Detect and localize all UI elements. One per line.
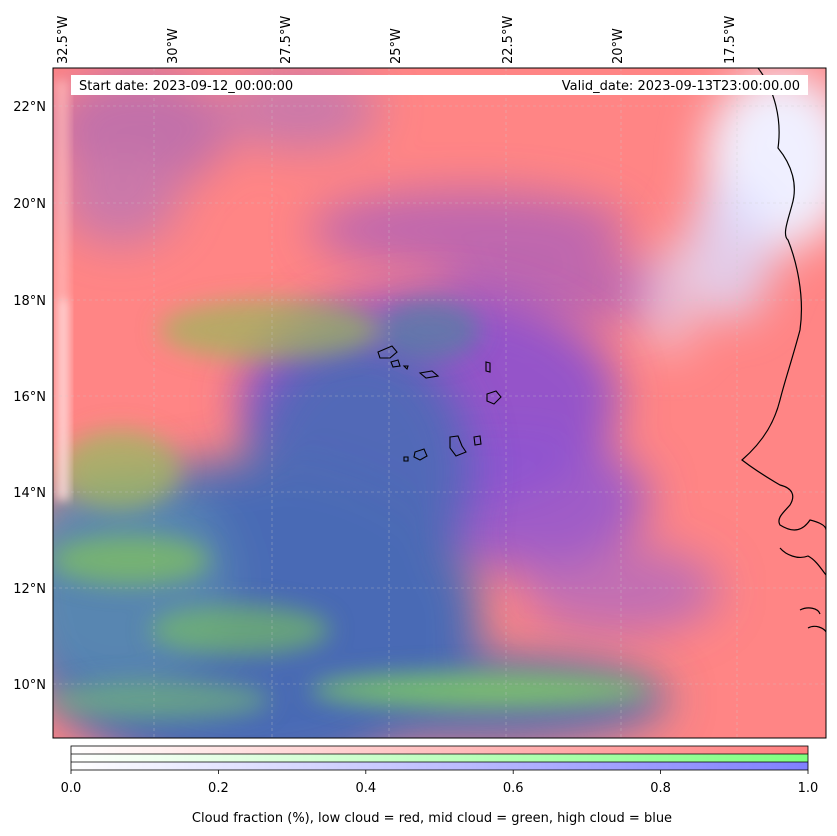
lat-tick-label: 18°N	[13, 294, 46, 309]
map-frame	[52, 67, 827, 739]
colorbar-tick-label: 0.0	[61, 781, 82, 796]
colorbar-tick-labels: 0.0 0.2 0.4 0.6 0.8 1.0	[61, 781, 819, 796]
lon-tick-label: 20°W	[611, 28, 626, 64]
lat-tick-label: 16°N	[13, 390, 46, 405]
island-santa-luzia	[402, 365, 409, 371]
island-maio	[473, 435, 482, 446]
lat-tick-label: 20°N	[13, 197, 46, 212]
start-date-label: Start date: 2023-09-12_00:00:00	[79, 79, 293, 94]
colorbar-tick-label: 0.2	[208, 781, 229, 796]
island-boa-vista	[486, 390, 502, 405]
lon-tick-label: 25°W	[389, 28, 404, 64]
lon-tick-label: 17.5°W	[723, 16, 738, 64]
valid-date-label: Valid_date: 2023-09-13T23:00:00.00	[562, 79, 800, 94]
africa-coastline	[741, 68, 826, 633]
lon-tick-label: 27.5°W	[279, 16, 294, 64]
colorbar-mid-cloud	[71, 754, 808, 762]
lat-tick-label: 10°N	[13, 678, 46, 693]
island-santo-antao	[377, 345, 398, 359]
colorbar-tick-label: 1.0	[798, 781, 819, 796]
island-sao-nicolau	[418, 370, 440, 379]
latitude-tick-labels: 22°N 20°N 18°N 16°N 14°N 12°N 10°N	[13, 100, 46, 693]
longitude-tick-labels: 32.5°W 30°W 27.5°W 25°W 22.5°W 20°W 17.5…	[56, 16, 738, 64]
colorbar: 0.0 0.2 0.4 0.6 0.8 1.0 Cloud fraction (…	[61, 745, 819, 826]
lat-tick-label: 14°N	[13, 486, 46, 501]
lon-tick-label: 32.5°W	[56, 16, 71, 64]
colorbar-tick-label: 0.4	[355, 781, 376, 796]
colorbar-caption: Cloud fraction (%), low cloud = red, mid…	[192, 811, 672, 826]
island-santiago	[449, 435, 467, 457]
info-banner	[71, 75, 808, 95]
island-sal	[485, 361, 491, 373]
colorbar-tick-marks	[70, 770, 809, 774]
map-gridlines	[53, 68, 826, 738]
colorbar-low-cloud	[71, 746, 808, 754]
colorbar-tick-label: 0.6	[503, 781, 524, 796]
lat-tick-label: 22°N	[13, 100, 46, 115]
island-fogo	[413, 448, 428, 461]
lat-tick-label: 12°N	[13, 582, 46, 597]
lon-tick-label: 22.5°W	[501, 16, 516, 64]
lon-tick-label: 30°W	[166, 28, 181, 64]
colorbar-high-cloud	[71, 762, 808, 770]
island-brava	[403, 456, 409, 462]
cabo-verde-islands	[377, 345, 502, 462]
island-sao-vicente	[390, 359, 401, 368]
colorbar-tick-label: 0.8	[650, 781, 671, 796]
cloud-field: Start date: 2023-09-12_00:00:00 Valid_da…	[53, 68, 826, 738]
